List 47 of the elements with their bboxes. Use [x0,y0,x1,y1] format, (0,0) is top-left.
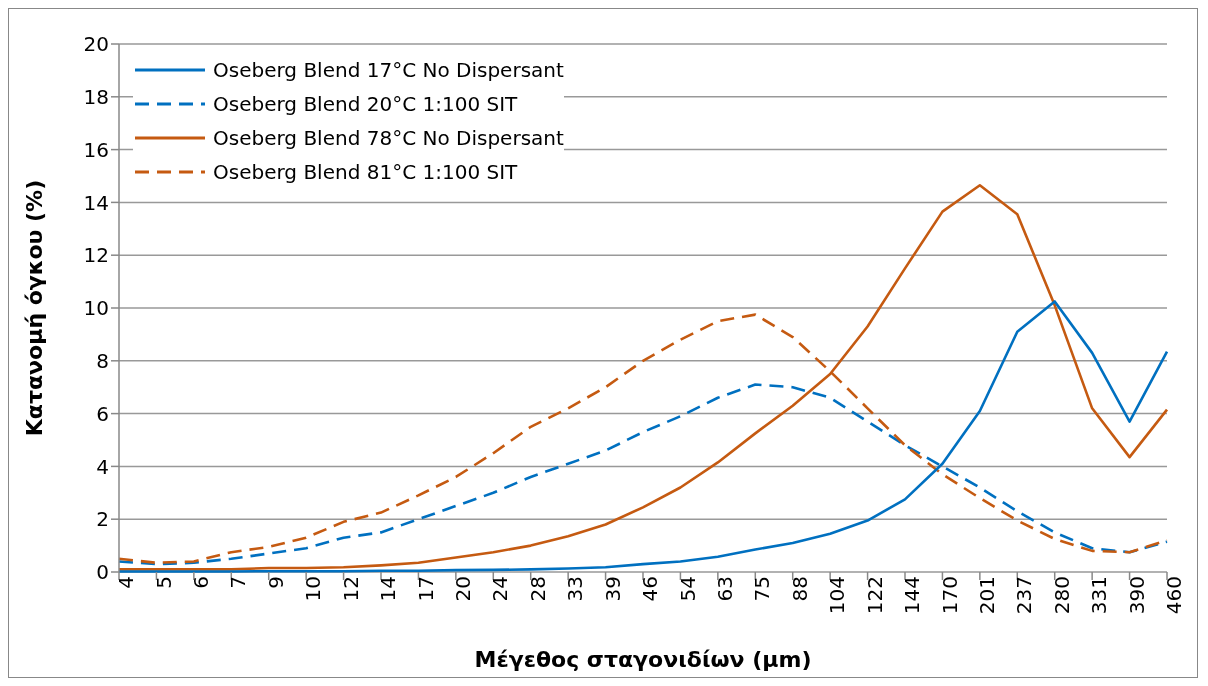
x-tick-label: 390 [1124,576,1149,615]
x-tick-label: 24 [488,576,513,602]
y-tick-label: 2 [96,507,109,532]
x-tick-label: 20 [451,576,476,602]
legend-label: Oseberg Blend 17°C No Dispersant [213,57,564,84]
y-tick-label: 4 [96,454,109,479]
x-tick-label: 28 [525,576,550,602]
x-tick-label: 39 [600,576,625,602]
x-tick-label: 144 [900,576,925,615]
x-tick-label: 33 [563,576,588,602]
x-tick-label: 17 [413,576,438,602]
x-tick-label: 122 [862,576,887,615]
y-tick-label: 16 [83,137,109,162]
x-tick-label: 54 [675,576,700,602]
line-series [117,183,1169,571]
x-tick-label: 4 [114,576,139,589]
x-tick-label: 63 [713,576,738,602]
x-tick-label: 104 [825,576,850,615]
x-tick-label: 12 [338,576,363,602]
x-axis-title: Μέγεθος σταγονιδίων (μm) [474,647,812,672]
x-tick-label: 331 [1087,576,1112,615]
x-tick-label: 88 [787,576,812,602]
x-tick-label: 9 [263,576,288,589]
y-tick-label: 18 [83,84,109,109]
y-tick-label: 14 [83,190,109,215]
y-axis-title: Κατανομή όγκου (%) [21,179,47,437]
y-tick-label: 0 [96,560,109,585]
x-tick-label: 75 [750,576,775,602]
y-tick-label: 10 [83,296,109,321]
x-tick-label: 46 [638,576,663,602]
x-tick-label: 7 [226,576,251,589]
legend-label: Oseberg Blend 78°C No Dispersant [213,125,564,152]
legend-label: Oseberg Blend 81°C 1:100 SIT [213,159,518,186]
x-tick-label: 170 [937,576,962,615]
x-tick-label: 6 [189,576,214,589]
y-tick-label: 20 [83,32,109,57]
y-tick-label: 8 [96,348,109,373]
legend-label: Oseberg Blend 20°C 1:100 SIT [213,91,518,118]
x-tick-label: 237 [1012,576,1037,615]
x-tick-label: 14 [376,576,401,602]
x-tick-label: 280 [1049,576,1074,615]
x-tick-label: 5 [151,576,176,589]
x-tick-label: 460 [1162,576,1187,615]
y-tick-label: 6 [96,401,109,426]
x-tick-label: 10 [301,576,326,602]
x-tick-label: 201 [975,576,1000,615]
y-tick-label: 12 [83,243,109,268]
